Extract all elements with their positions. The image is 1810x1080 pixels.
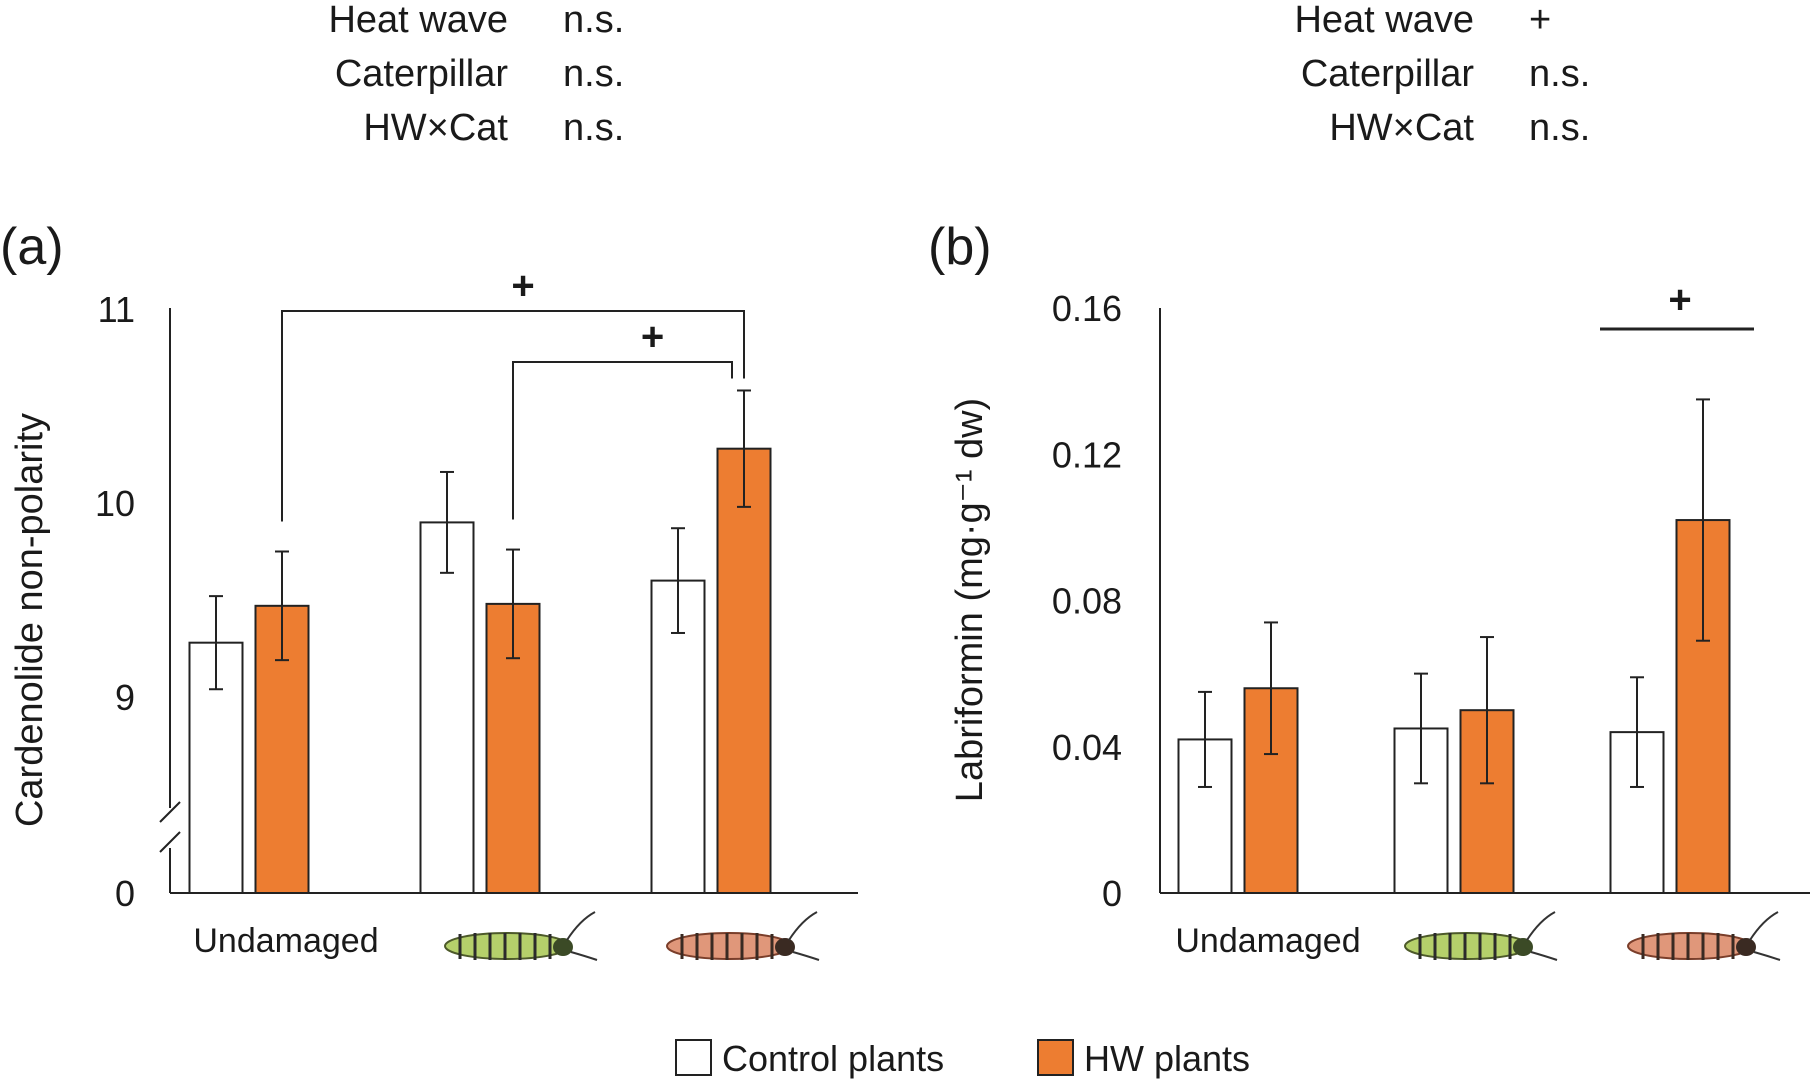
- legend: Control plants HW plants: [675, 1038, 1250, 1079]
- bar-control: [419, 521, 475, 895]
- legend-label-control: Control plants: [722, 1038, 944, 1079]
- panel-label-b: (b): [928, 218, 992, 276]
- y-tick-label: 10: [95, 483, 135, 524]
- y-axis-title-a: Cardenolide non-polarity: [9, 413, 51, 827]
- y-tick-label: 9: [115, 677, 135, 718]
- axis-break-mark: [159, 831, 181, 853]
- legend-swatch-hw: [1037, 1039, 1074, 1076]
- green-caterpillar-icon: [1404, 911, 1558, 961]
- stats-table-a: Heat wave n.s. Caterpillar n.s. HW×Cat n…: [328, 0, 624, 149]
- stats-label: Caterpillar: [335, 53, 509, 95]
- panel-label-a: (a): [0, 218, 64, 276]
- y-tick-label: 11: [98, 289, 135, 330]
- stats-value: n.s.: [563, 53, 624, 95]
- stats-label: Heat wave: [1294, 0, 1474, 41]
- y-tick-label: 0.16: [1052, 288, 1122, 329]
- y-tick-label: 0: [115, 873, 135, 914]
- orange-caterpillar-icon: [666, 911, 820, 961]
- y-axis-title-b: Labriformin (mg·g⁻¹ dw): [949, 398, 991, 802]
- axis-break-mark: [159, 801, 181, 823]
- stats-value: +: [1529, 0, 1551, 41]
- x-category-label: Undamaged: [1175, 922, 1360, 960]
- significance-bracket: [512, 361, 733, 520]
- stats-table-b: Heat wave + Caterpillar n.s. HW×Cat n.s.: [1294, 0, 1590, 149]
- significance-label: +: [1668, 278, 1691, 322]
- stats-label: Caterpillar: [1301, 53, 1475, 95]
- significance-label: +: [641, 315, 664, 359]
- significance-bracket: [281, 310, 745, 522]
- stats-value: n.s.: [563, 107, 624, 149]
- stats-value: n.s.: [1529, 53, 1590, 95]
- stats-label: Heat wave: [328, 0, 508, 41]
- plot-area-b: 0 0.04 0.08 0.12 0.16 +: [1052, 278, 1810, 914]
- legend-label-hw: HW plants: [1084, 1038, 1250, 1079]
- y-tick-label: 0.08: [1052, 581, 1122, 622]
- plot-area-a: 0 9 10 11 + +: [95, 264, 858, 914]
- y-tick-label: 0.12: [1052, 434, 1122, 475]
- y-tick-label: 0.04: [1052, 727, 1122, 768]
- stats-value: n.s.: [563, 0, 624, 41]
- significance-label: +: [511, 264, 534, 308]
- green-caterpillar-icon: [444, 911, 598, 961]
- x-category-label: Undamaged: [193, 922, 378, 960]
- y-tick-label: 0: [1102, 873, 1122, 914]
- orange-caterpillar-icon: [1627, 911, 1781, 961]
- bar-hw: [716, 447, 772, 894]
- stats-value: n.s.: [1529, 107, 1590, 149]
- legend-swatch-control: [675, 1039, 712, 1076]
- stats-label: HW×Cat: [363, 107, 508, 149]
- stats-label: HW×Cat: [1329, 107, 1474, 149]
